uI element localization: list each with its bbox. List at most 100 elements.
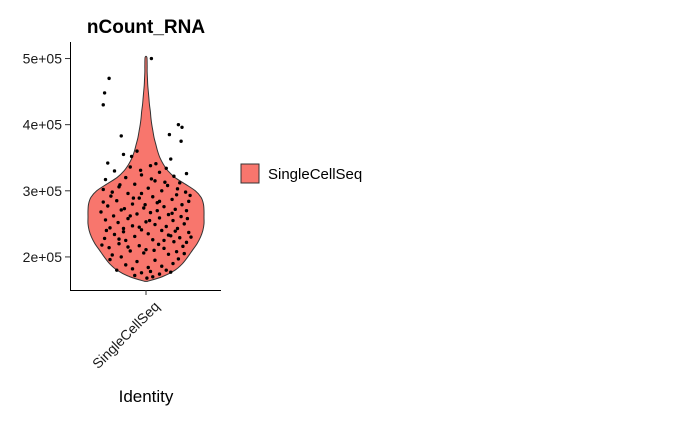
data-point [184,240,189,245]
data-point [128,214,132,218]
data-point [148,163,153,168]
data-point [175,226,180,231]
data-point [112,232,117,237]
data-point [179,139,183,143]
data-point [146,186,150,190]
data-point [99,210,103,214]
data-point [101,200,105,204]
data-point [146,265,150,270]
data-point [110,190,114,194]
data-point [126,216,130,221]
legend-label: SingleCellSeq [268,166,362,183]
data-point [157,272,162,276]
data-point [166,212,171,217]
data-point [121,226,126,231]
data-point [109,194,113,198]
data-point [157,170,162,174]
x-axis: SingleCellSeq [70,290,221,372]
data-point [163,180,167,184]
data-point [139,173,144,177]
data-point [169,157,173,161]
data-point [100,243,104,247]
data-point [121,230,126,234]
data-point [166,233,171,237]
data-point [115,268,119,272]
data-point [151,238,155,242]
data-point [173,229,177,233]
y-tick-label: 5e+05 [23,51,63,67]
data-point [153,179,157,183]
data-point [144,220,148,224]
data-point [149,177,154,181]
data-point [157,199,162,204]
data-point [188,193,192,198]
data-point [117,237,121,241]
data-point [181,244,185,249]
data-point [145,276,149,280]
data-point [138,168,143,172]
data-point [148,269,153,274]
data-point [103,177,108,182]
data-point [102,91,107,95]
data-point [119,134,123,138]
data-point [135,212,139,216]
data-point [143,202,147,207]
data-point [130,267,135,271]
data-point [148,210,153,215]
data-point [137,196,141,200]
data-point [182,222,186,226]
data-point [112,169,117,173]
chart-title: nCount_RNA [87,17,205,38]
data-point [179,214,183,219]
data-point [117,242,121,246]
data-point [135,149,139,153]
data-point [170,211,174,215]
data-point [104,228,109,233]
data-point [162,204,166,209]
data-point [160,264,164,268]
data-point [164,166,168,171]
data-point [129,154,134,159]
data-point [152,248,156,253]
data-point [149,56,154,61]
data-point [124,263,128,267]
data-point [157,216,162,220]
x-tick-label: SingleCellSeq [89,298,163,372]
data-point [126,191,130,196]
data-point [160,228,164,233]
data-point [151,195,155,199]
data-point [155,208,159,213]
y-tick-label: 3e+05 [23,183,63,199]
data-point [126,245,130,249]
data-point [128,165,132,169]
data-point [124,238,128,243]
jitter-points [99,56,193,280]
data-point [106,204,110,208]
data-point [162,246,166,251]
data-point [165,183,170,188]
data-point [144,247,148,252]
data-point [164,268,168,272]
data-point [107,76,111,81]
data-point [116,220,120,225]
data-point [142,251,146,255]
y-tick-label: 4e+05 [23,117,63,133]
data-point [102,236,107,241]
data-point [101,187,105,192]
data-point [174,193,179,197]
data-point [187,230,191,235]
data-point [121,152,126,157]
data-point [180,202,184,207]
data-point [108,226,112,230]
data-point [172,174,176,178]
data-point [133,273,137,278]
data-point [182,251,186,256]
data-point [139,228,144,232]
data-point [107,245,111,250]
data-point [153,222,157,227]
data-point [137,225,141,229]
data-point [172,240,176,244]
data-point [167,132,172,137]
data-point [133,234,137,239]
data-point [137,243,141,248]
